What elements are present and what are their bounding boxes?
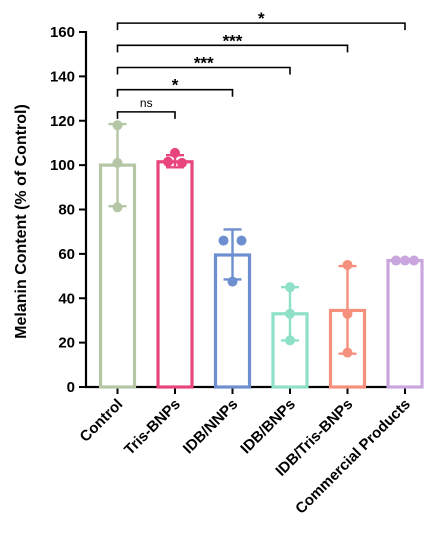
data-point bbox=[285, 282, 295, 293]
y-tick-label: 40 bbox=[58, 290, 75, 307]
y-tick-label: 160 bbox=[50, 24, 75, 41]
bars bbox=[98, 120, 424, 389]
significance-bracket bbox=[116, 44, 349, 53]
y-tick-label: 120 bbox=[50, 113, 75, 130]
x-tick-label: Tris-BNPs bbox=[121, 396, 184, 459]
x-tick-label: IDB/NNPs bbox=[180, 396, 242, 458]
bar bbox=[156, 160, 194, 389]
significance-label: * bbox=[172, 76, 179, 95]
significance-label: ns bbox=[140, 96, 153, 110]
significance-brackets: ns******** bbox=[116, 9, 406, 119]
data-point bbox=[218, 235, 229, 246]
data-point bbox=[285, 335, 295, 346]
data-point bbox=[400, 255, 410, 266]
data-point bbox=[177, 157, 187, 168]
y-axis: 0 20 40 60 80 100 120 140 160 bbox=[50, 24, 88, 396]
significance-label: *** bbox=[194, 54, 214, 73]
significance-label: * bbox=[258, 9, 265, 28]
data-point bbox=[342, 259, 353, 270]
y-tick-label: 140 bbox=[50, 68, 75, 85]
y-tick-label: 80 bbox=[58, 202, 75, 219]
data-point bbox=[163, 156, 173, 167]
significance-bracket bbox=[116, 88, 234, 97]
data-point bbox=[236, 235, 247, 246]
data-point bbox=[112, 120, 123, 131]
x-axis: ControlTris-BNPsIDB/NNPsIDB/BNPsIDB/Tris… bbox=[77, 385, 421, 518]
significance-bracket bbox=[116, 111, 176, 119]
y-tick-label: 60 bbox=[58, 246, 75, 263]
data-point bbox=[409, 255, 419, 266]
significance-label: *** bbox=[223, 31, 243, 50]
significance-bracket bbox=[116, 66, 291, 75]
y-tick-label: 20 bbox=[58, 335, 75, 352]
y-axis-title: Melanin Content (% of Control) bbox=[13, 104, 30, 339]
data-point bbox=[227, 276, 238, 287]
data-point bbox=[342, 308, 353, 319]
bar bbox=[386, 258, 424, 389]
x-tick-label: IDB/BNPs bbox=[237, 396, 299, 458]
y-tick-label: 0 bbox=[67, 379, 75, 396]
y-tick-label: 100 bbox=[50, 157, 75, 174]
x-tick-label: Commercial Products bbox=[292, 396, 414, 518]
data-point bbox=[391, 255, 401, 266]
data-point bbox=[112, 202, 123, 213]
x-tick-label: Control bbox=[77, 396, 127, 446]
data-point bbox=[342, 347, 353, 358]
data-point bbox=[285, 308, 295, 319]
data-point bbox=[112, 157, 123, 168]
significance-bracket bbox=[116, 22, 406, 31]
data-point bbox=[170, 147, 180, 158]
